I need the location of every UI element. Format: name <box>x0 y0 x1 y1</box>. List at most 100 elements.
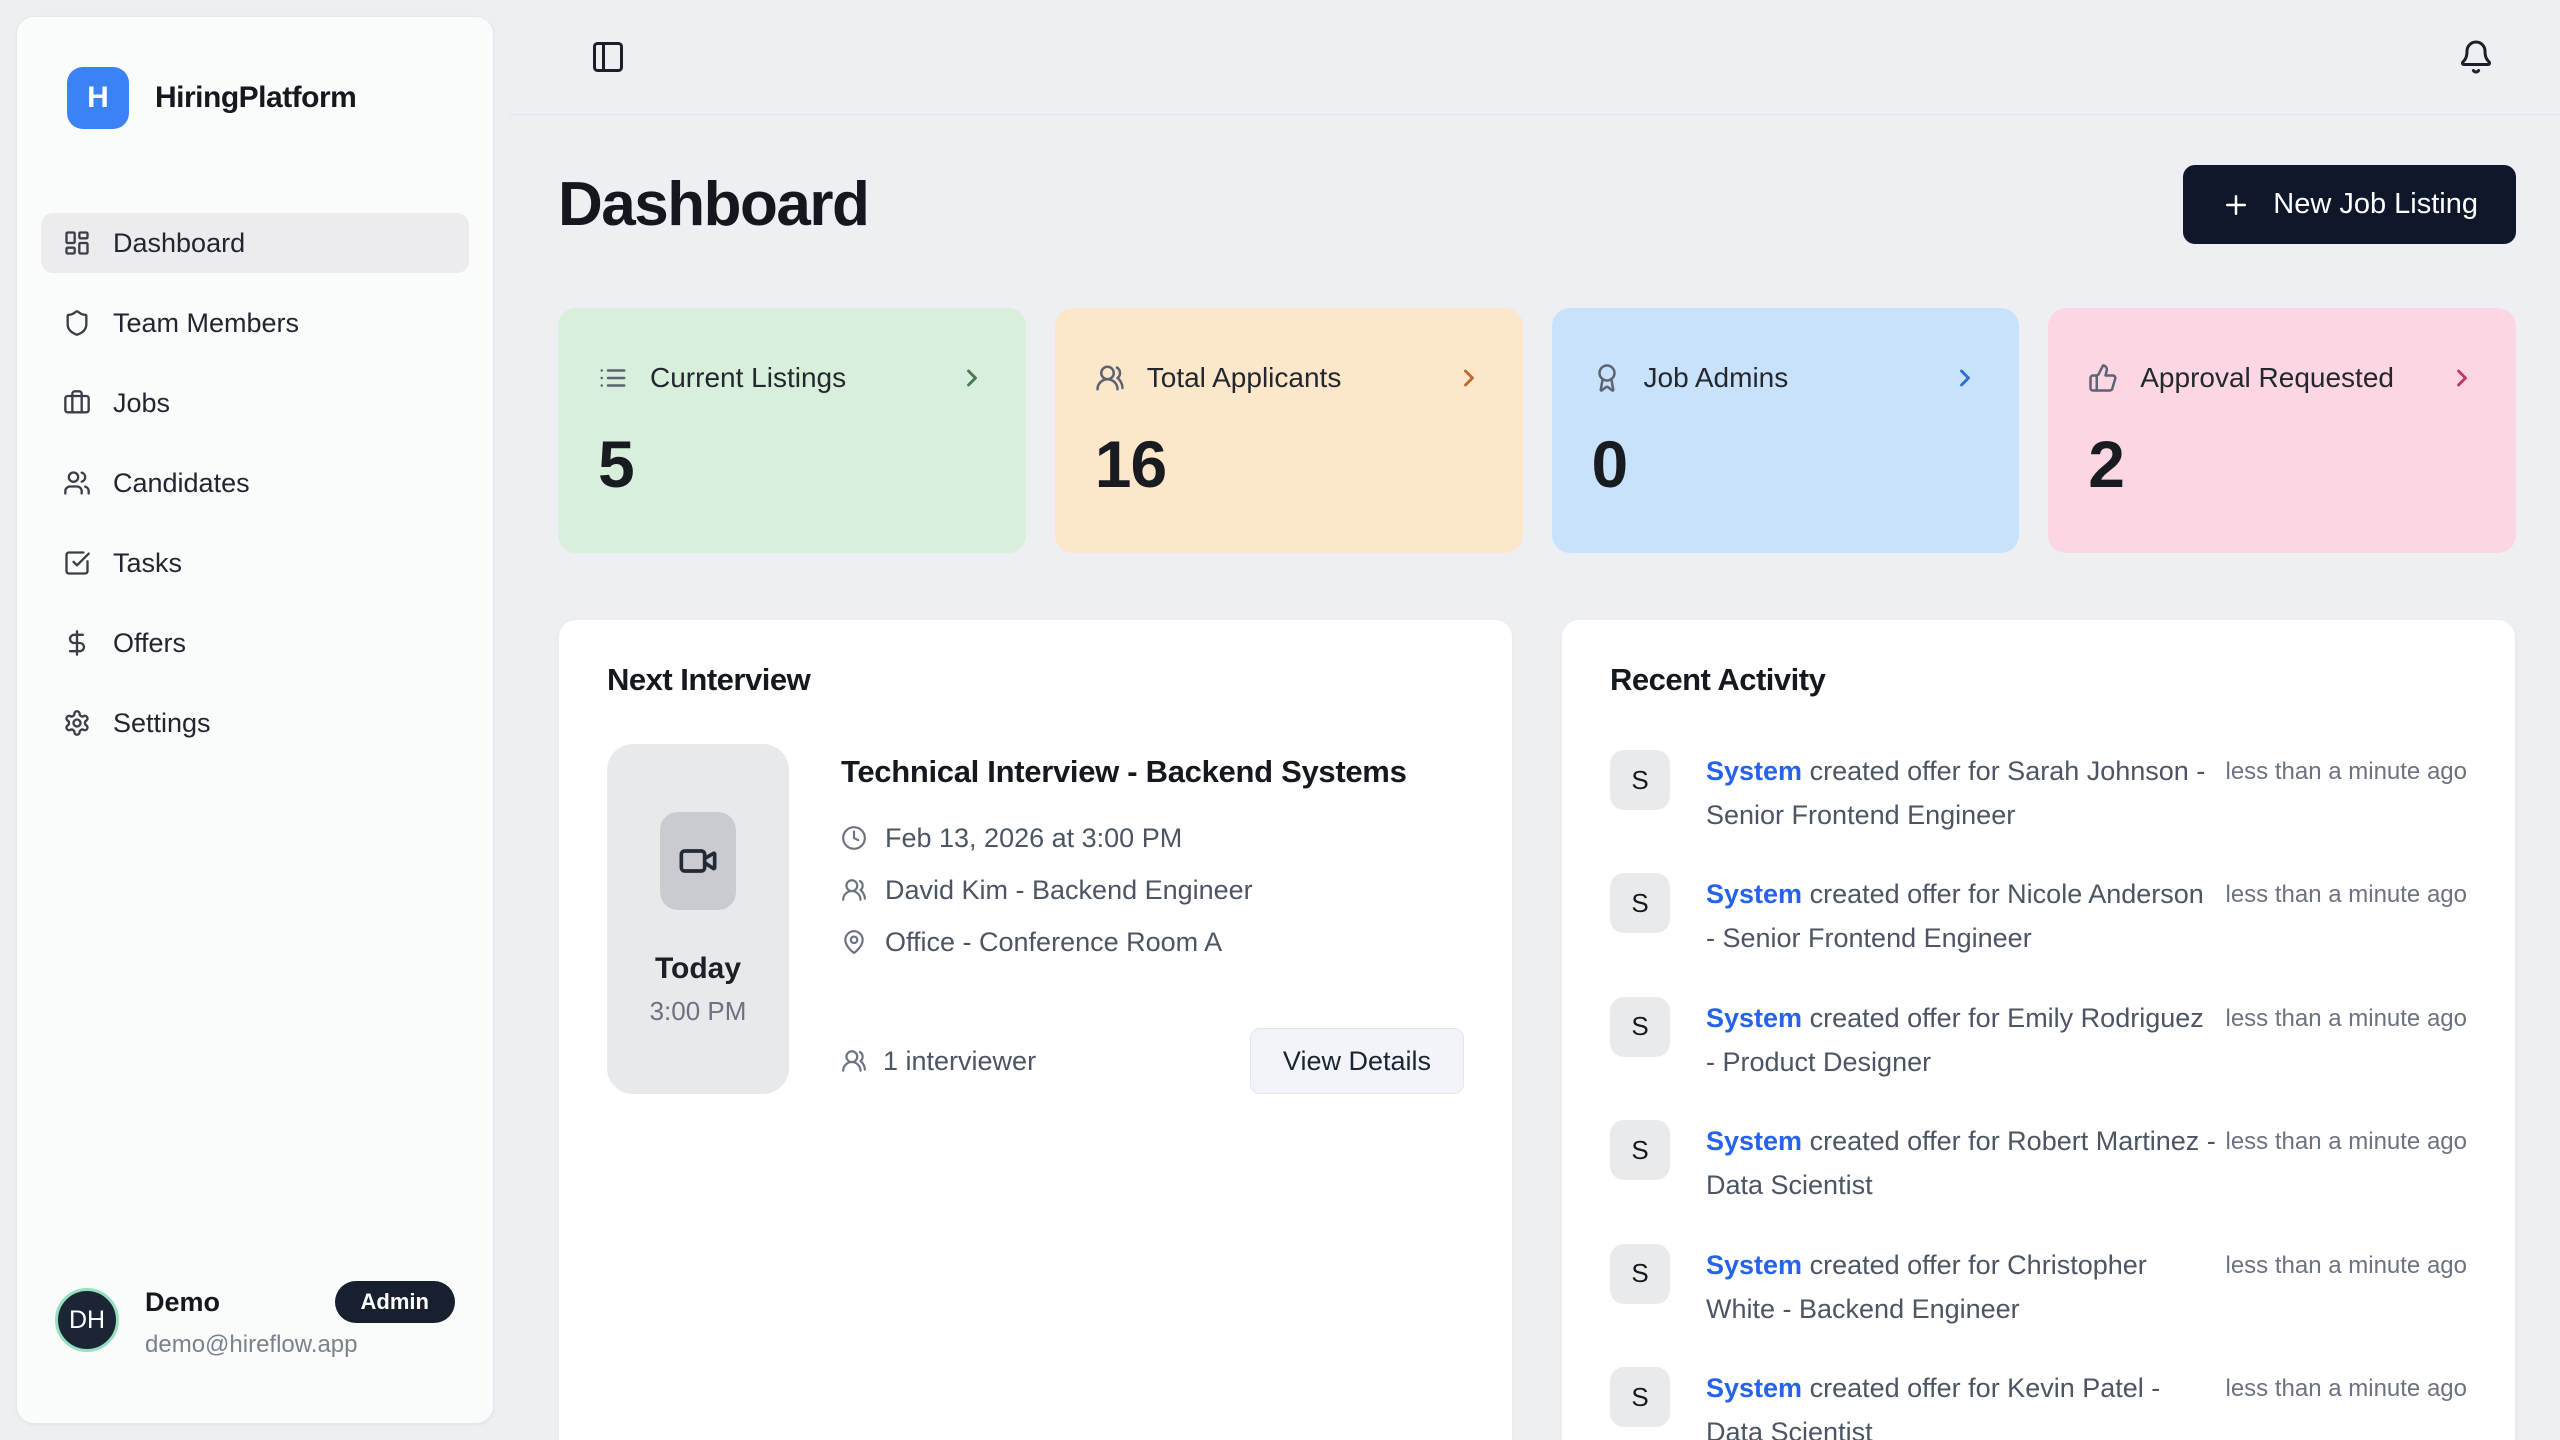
user-name: Demo <box>145 1286 221 1317</box>
topbar <box>510 0 2560 115</box>
stats-row: Current Listings 5 Total Applicants <box>558 308 2516 553</box>
sidebar-item-label: Offers <box>113 627 187 658</box>
sidebar-item-settings[interactable]: Settings <box>41 693 469 753</box>
sidebar-item-candidates[interactable]: Candidates <box>41 453 469 513</box>
activity-text: System created offer for Christopher Whi… <box>1706 1249 2147 1324</box>
activity-timestamp: less than a minute ago <box>2225 881 2468 909</box>
stat-card-approval-requested[interactable]: Approval Requested 2 <box>2048 308 2516 553</box>
users-icon <box>841 877 867 903</box>
next-interview-heading: Next Interview <box>607 662 811 697</box>
user-role-badge: Admin <box>334 1281 455 1323</box>
interviewer-count: 1 interviewer <box>841 1046 1036 1077</box>
stat-label: Approval Requested <box>2140 362 2394 393</box>
sidebar-nav: Dashboard Team Members Jobs Candidates T… <box>41 213 469 773</box>
page-title: Dashboard <box>558 170 870 239</box>
stat-label: Job Admins <box>1643 362 1789 393</box>
user-avatar: DH <box>55 1288 119 1352</box>
interview-datetime: Feb 13, 2026 at 3:00 PM <box>841 823 1464 854</box>
activity-actor[interactable]: System <box>1706 756 1803 786</box>
activity-item: S System created offer for Christopher W… <box>1610 1243 2468 1331</box>
activity-item: S System created offer for Kevin Patel -… <box>1610 1367 2467 1440</box>
check-square-icon <box>63 549 91 577</box>
interview-attendee: David Kim - Backend Engineer <box>841 875 1464 906</box>
activity-avatar: S <box>1610 996 1670 1057</box>
view-details-button[interactable]: View Details <box>1249 1028 1464 1094</box>
thumbs-up-icon <box>2088 363 2118 393</box>
sidebar-item-jobs[interactable]: Jobs <box>41 373 469 433</box>
award-icon <box>1592 363 1622 393</box>
chevron-right-icon <box>1455 364 1483 392</box>
sidebar-item-label: Team Members <box>113 307 300 338</box>
stat-value: 2 <box>2088 427 2125 501</box>
stat-value: 0 <box>1591 427 1629 501</box>
recent-activity-heading: Recent Activity <box>1610 662 1826 697</box>
activity-item: S System created offer for Robert Martin… <box>1610 1120 2467 1207</box>
stat-value: 5 <box>598 427 635 501</box>
app-logo: H HiringPlatform <box>67 67 469 129</box>
users-icon <box>841 1048 867 1074</box>
activity-text: System created offer for Sarah Johnson -… <box>1706 756 2206 830</box>
plus-icon <box>2221 190 2251 220</box>
sidebar-item-label: Candidates <box>113 467 250 498</box>
users-icon <box>1095 363 1125 393</box>
activity-avatar: S <box>1610 1120 1670 1181</box>
main-area: Dashboard New Job Listing Current Listin… <box>510 0 2560 1440</box>
stat-label: Current Listings <box>650 362 847 393</box>
video-icon <box>660 811 736 910</box>
sidebar-item-label: Jobs <box>113 387 171 418</box>
activity-timestamp: less than a minute ago <box>2225 1251 2468 1279</box>
new-job-listing-label: New Job Listing <box>2273 188 2478 220</box>
stat-label: Total Applicants <box>1146 362 1342 393</box>
stat-card-job-admins[interactable]: Job Admins 0 <box>1551 308 2020 553</box>
sidebar-item-label: Tasks <box>113 547 183 578</box>
sidebar-item-offers[interactable]: Offers <box>41 613 469 673</box>
activity-avatar: S <box>1610 873 1670 934</box>
activity-actor[interactable]: System <box>1706 1249 1803 1280</box>
sidebar-item-label: Settings <box>113 707 211 738</box>
interview-title: Technical Interview - Backend Systems <box>841 754 1407 789</box>
briefcase-icon <box>63 389 91 417</box>
sidebar-item-team-members[interactable]: Team Members <box>41 293 469 353</box>
gear-icon <box>63 709 91 737</box>
user-profile[interactable]: DH Demo Admin demo@hireflow.app <box>41 1281 469 1359</box>
sidebar-item-tasks[interactable]: Tasks <box>41 533 469 593</box>
activity-text: System created offer for Emily Rodriguez… <box>1706 1002 2204 1077</box>
activity-actor[interactable]: System <box>1706 1373 1803 1404</box>
activity-actor[interactable]: System <box>1706 879 1803 910</box>
dashboard-icon <box>63 229 91 257</box>
stat-value: 16 <box>1094 427 1167 501</box>
sidebar-item-label: Dashboard <box>113 227 246 258</box>
new-job-listing-button[interactable]: New Job Listing <box>2183 165 2516 244</box>
activity-actor[interactable]: System <box>1706 1126 1803 1157</box>
activity-text: System created offer for Kevin Patel - D… <box>1706 1373 2161 1440</box>
interview-date-label: Today <box>654 951 742 985</box>
sidebar-toggle-button[interactable] <box>584 33 632 81</box>
recent-activity-card: Recent Activity S System created offer f… <box>1561 619 2516 1440</box>
user-email: demo@hireflow.app <box>145 1331 358 1358</box>
activity-timestamp: less than a minute ago <box>2225 1128 2468 1156</box>
sidebar-item-dashboard[interactable]: Dashboard <box>41 213 469 273</box>
chevron-right-icon <box>958 364 986 392</box>
activity-timestamp: less than a minute ago <box>2225 1004 2468 1032</box>
activity-item: S System created offer for Emily Rodrigu… <box>1610 996 2468 1084</box>
interview-location: Office - Conference Room A <box>841 927 1464 958</box>
activity-timestamp: less than a minute ago <box>2225 1375 2468 1403</box>
activity-avatar: S <box>1610 1367 1670 1428</box>
list-icon <box>598 363 628 393</box>
chevron-right-icon <box>2448 364 2476 392</box>
activity-text: System created offer for Robert Martinez… <box>1706 1126 2216 1201</box>
activity-timestamp: less than a minute ago <box>2225 758 2468 785</box>
activity-text: System created offer for Nicole Anderson… <box>1706 879 2204 954</box>
interview-time-label: 3:00 PM <box>649 995 747 1026</box>
stat-card-current-listings[interactable]: Current Listings 5 <box>558 308 1026 553</box>
bell-icon <box>2458 39 2494 75</box>
activity-actor[interactable]: System <box>1706 1002 1803 1033</box>
activity-item: S System created offer for Sarah Johnson… <box>1610 750 2467 837</box>
activity-item: S System created offer for Nicole Anders… <box>1610 873 2467 960</box>
notifications-button[interactable] <box>2452 33 2500 81</box>
map-pin-icon <box>841 929 867 955</box>
sidebar: H HiringPlatform Dashboard Team Members … <box>16 16 494 1424</box>
dollar-icon <box>63 629 91 657</box>
activity-avatar: S <box>1610 750 1670 810</box>
stat-card-total-applicants[interactable]: Total Applicants 16 <box>1054 308 1523 553</box>
